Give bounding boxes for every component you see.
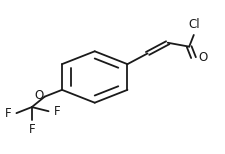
Text: F: F [53, 105, 60, 118]
Text: Cl: Cl [188, 18, 200, 31]
Text: F: F [29, 123, 35, 136]
Text: O: O [34, 89, 43, 102]
Text: O: O [198, 51, 208, 64]
Text: F: F [5, 107, 11, 120]
